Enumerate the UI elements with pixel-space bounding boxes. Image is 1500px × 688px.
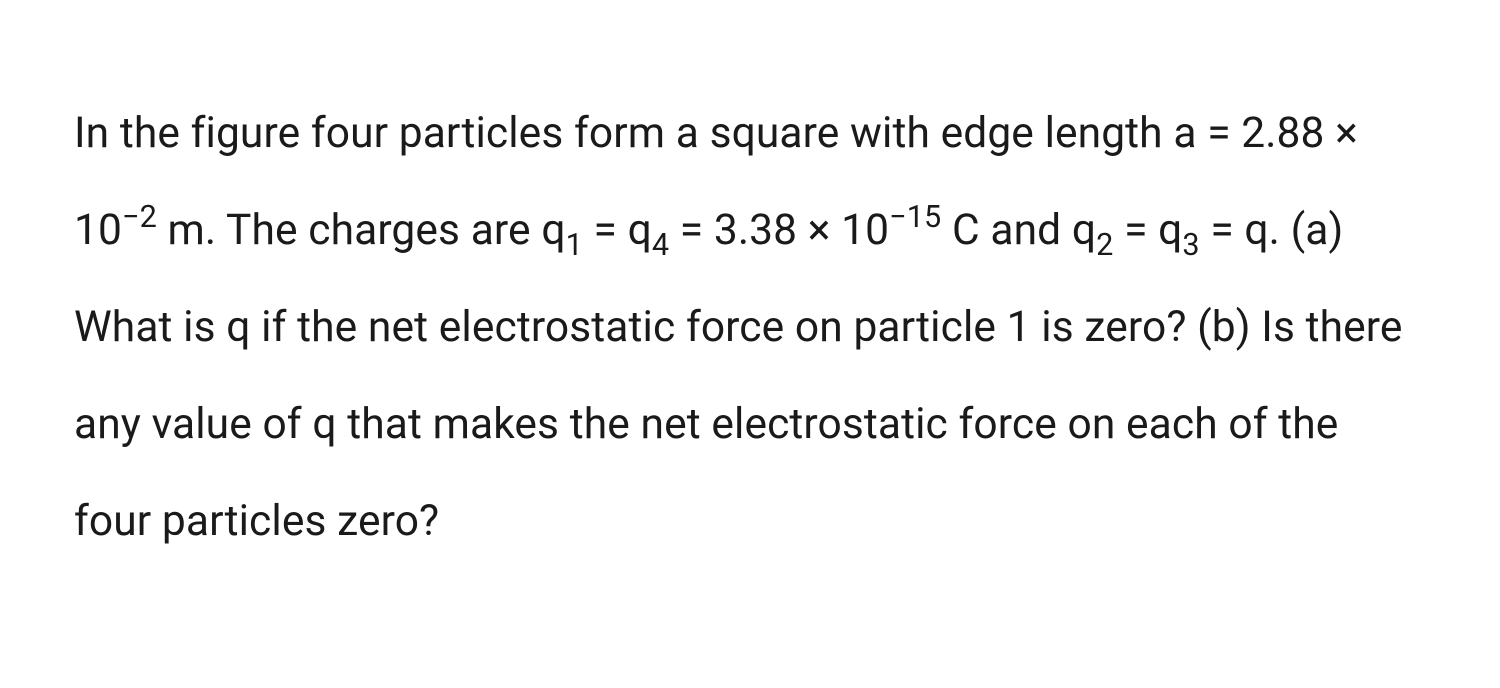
subscript: 3 <box>1182 228 1199 263</box>
problem-container: In the figure four particles form a squa… <box>0 0 1500 570</box>
subscript: 2 <box>1096 228 1113 263</box>
problem-text: In the figure four particles form a squa… <box>74 86 1422 570</box>
superscript: −15 <box>889 200 941 235</box>
subscript: 1 <box>566 228 583 263</box>
superscript: −2 <box>122 200 157 235</box>
subscript: 4 <box>652 228 669 263</box>
